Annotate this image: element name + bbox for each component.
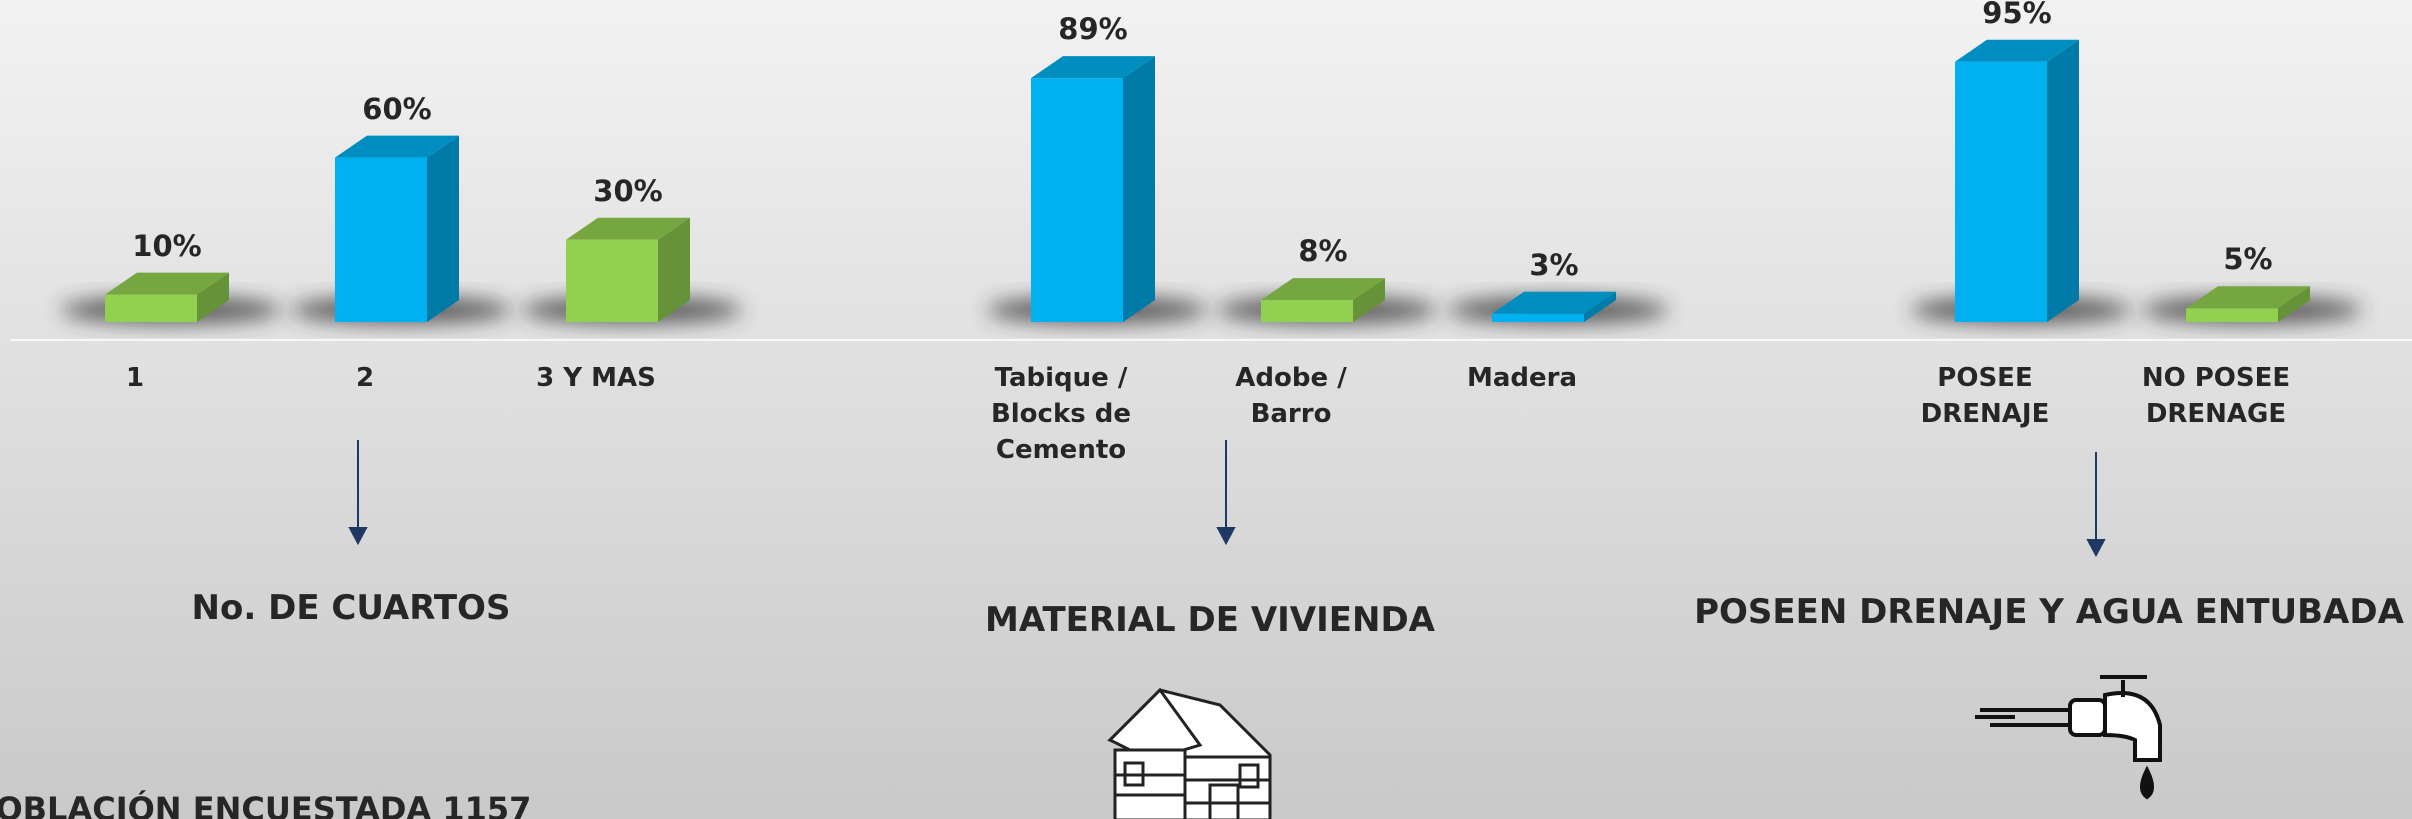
category-label: 2 <box>280 360 450 396</box>
category-label: Tabique / Blocks de Cemento <box>976 360 1146 468</box>
bar <box>105 295 197 322</box>
bar <box>1031 78 1123 322</box>
house-icon <box>1110 690 1270 819</box>
bar <box>1492 314 1584 322</box>
value-label: 30% <box>568 174 688 208</box>
bar-side <box>1123 56 1155 322</box>
footer-text: POBLACIÓN ENCUESTADA 1157 <box>0 790 531 819</box>
chart-title: MATERIAL DE VIVIENDA <box>810 600 1610 640</box>
chart-title: POSEEN DRENAJE Y AGUA ENTUBADA <box>1649 592 2412 632</box>
value-label: 89% <box>1033 12 1153 46</box>
bar <box>1261 300 1353 322</box>
bar <box>335 158 427 322</box>
category-label: Adobe / Barro <box>1206 360 1376 432</box>
bar-side <box>2047 40 2079 322</box>
bar-side <box>427 136 459 322</box>
value-label: 8% <box>1263 234 1383 268</box>
bar <box>2186 308 2278 322</box>
arrows <box>350 440 2104 555</box>
chart-title: No. DE CUARTOS <box>0 588 751 628</box>
bar <box>566 240 658 322</box>
slide: POBLACIÓN ENCUESTADA 1157 No. DE CUARTOS… <box>0 0 2412 819</box>
value-label: 60% <box>337 92 457 126</box>
value-label: 10% <box>107 229 227 263</box>
category-label: POSEE DRENAJE <box>1900 360 2070 432</box>
category-label: 1 <box>50 360 220 396</box>
category-label: Madera <box>1437 360 1607 396</box>
value-label: 95% <box>1957 0 2077 30</box>
bar <box>1955 62 2047 322</box>
faucet-icon <box>1975 677 2160 797</box>
value-label: 3% <box>1494 248 1614 282</box>
category-label: 3 Y MAS <box>511 360 681 396</box>
category-label: NO POSEE DRENAGE <box>2131 360 2301 432</box>
value-label: 5% <box>2188 242 2308 276</box>
